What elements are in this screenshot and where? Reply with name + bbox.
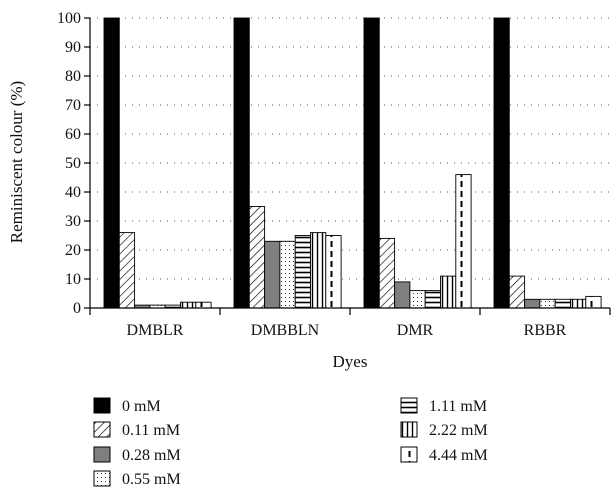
- bars: [103, 17, 602, 309]
- bar: [195, 301, 212, 309]
- legend-label: 0 mM: [122, 398, 161, 415]
- bar: [493, 17, 510, 309]
- bar: [279, 240, 296, 309]
- legend-swatch: [93, 470, 111, 487]
- y-tick-label: 10: [65, 271, 81, 288]
- bar: [118, 232, 136, 309]
- bar: [325, 235, 342, 309]
- legend-label: 2.22 mM: [429, 422, 488, 439]
- legend-swatch: [400, 421, 418, 438]
- bar: [394, 281, 411, 309]
- y-tick-label: 0: [73, 300, 81, 317]
- bar: [508, 275, 526, 309]
- gridlines: [90, 17, 610, 280]
- y-tick-label: 40: [65, 184, 81, 201]
- y-tick-label: 90: [65, 39, 81, 56]
- bar: [539, 298, 556, 309]
- y-tick-label: 30: [65, 213, 81, 230]
- bar: [554, 298, 571, 309]
- legend-swatch: [400, 397, 418, 414]
- bar: [524, 298, 541, 309]
- legend-label: 4.44 mM: [429, 447, 488, 464]
- bar: [409, 290, 426, 309]
- legend-label: 0.28 mM: [122, 447, 181, 464]
- bar: [310, 232, 327, 309]
- legend-swatch: [400, 446, 418, 463]
- x-tick-label: DMBBLN: [251, 322, 320, 339]
- x-tick-label: DMR: [397, 322, 434, 339]
- y-tick-label: 100: [57, 10, 81, 27]
- x-tick-label: DMBLR: [127, 322, 184, 339]
- legend-swatch: [93, 397, 111, 414]
- bar: [103, 17, 120, 309]
- bar: [294, 235, 311, 309]
- y-tick-label: 50: [65, 155, 81, 172]
- bar: [585, 295, 602, 309]
- legend-swatch: [93, 421, 111, 438]
- y-tick-label: 70: [65, 97, 81, 114]
- legend-label: 0.11 mM: [122, 422, 180, 439]
- legend-swatch: [93, 446, 111, 463]
- bar: [570, 298, 587, 309]
- legend: 0 mM 0.11 mM 0.28 mM 0.55 mM 1.11 mM 2.22 mM 4…: [93, 397, 488, 488]
- y-tick-label: 20: [65, 242, 81, 259]
- category-ticks: DMBLR DMBBLN DMR RBBR: [89, 308, 611, 339]
- y-tick-label: 60: [65, 126, 81, 143]
- legend-label: 1.11 mM: [429, 398, 487, 415]
- y-axis-label: Reminiscent colour (%): [7, 81, 26, 243]
- bar: [424, 290, 441, 309]
- legend-label: 0.55 mM: [122, 471, 181, 488]
- bar: [180, 301, 197, 309]
- bar: [233, 17, 250, 309]
- bar: [378, 237, 396, 309]
- x-tick-label: RBBR: [524, 322, 567, 339]
- bar: [363, 17, 380, 309]
- bar: [455, 174, 472, 309]
- bar: [264, 240, 281, 309]
- bar: [440, 275, 457, 309]
- bar: [248, 206, 266, 309]
- x-axis-label: Dyes: [333, 352, 368, 371]
- y-tick-label: 80: [65, 68, 81, 85]
- y-ticks: 0 10 20 30 40 50 60 70 80 90 100: [57, 10, 90, 317]
